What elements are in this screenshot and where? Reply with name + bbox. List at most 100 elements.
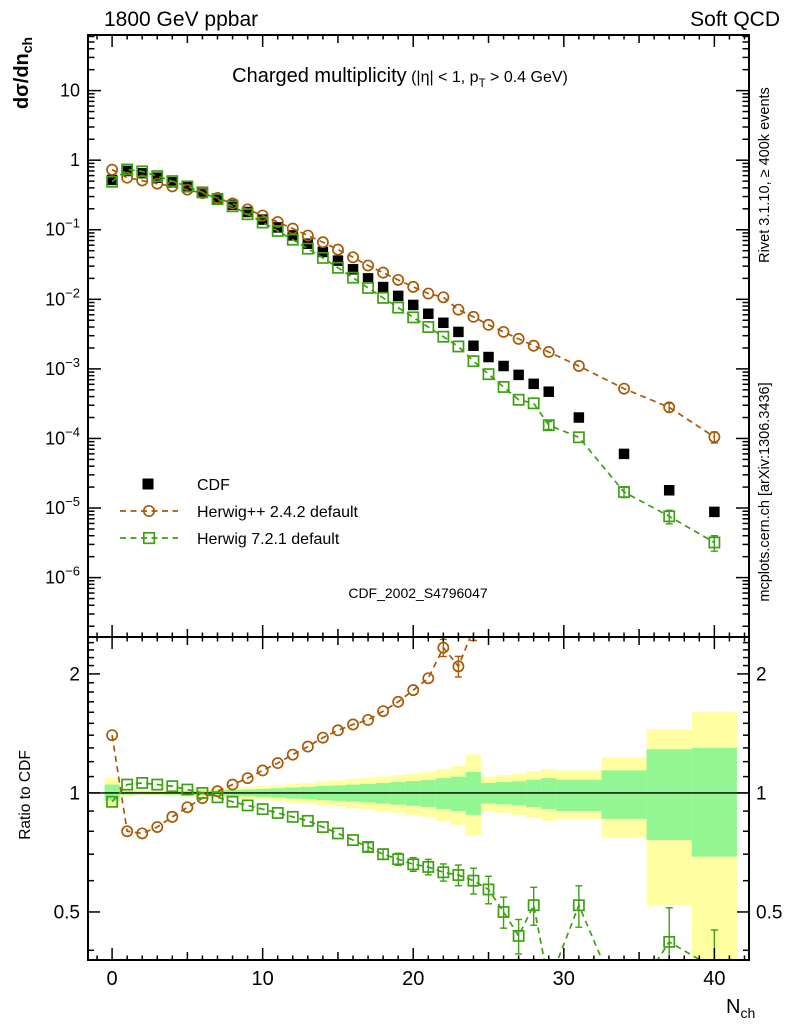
ratio-tick-label-right: 2: [756, 664, 767, 685]
data-point: [362, 281, 375, 294]
header-right: Soft QCD: [690, 8, 780, 31]
data-point: [452, 340, 465, 353]
data-point: [271, 216, 284, 229]
data-point: [513, 369, 524, 381]
data-point: [196, 186, 209, 199]
data-point: [347, 271, 359, 284]
data-point: [708, 536, 721, 549]
data-point: [347, 718, 359, 731]
y-tick-label: 1: [70, 150, 80, 170]
data-point: [512, 929, 525, 942]
data-point: [286, 222, 299, 235]
data-point: [271, 757, 284, 770]
data-point: [663, 510, 676, 523]
data-point: [136, 827, 149, 840]
data-point: [286, 233, 299, 246]
y-tick-label: 10−5: [45, 494, 80, 518]
ratio-uncertainty-bands: [88, 712, 749, 960]
data-point: [512, 332, 525, 345]
data-point: [467, 355, 480, 368]
data-point: [497, 906, 510, 918]
data-point: [167, 177, 178, 188]
data-point: [316, 251, 329, 264]
data-point: [392, 273, 405, 286]
data-point: [392, 695, 405, 708]
data-point: [286, 810, 299, 823]
data-point: [136, 174, 149, 187]
data-point: [708, 431, 721, 443]
data-point: [362, 273, 374, 284]
main-y-axis-title: dσ/dnch: [11, 37, 35, 109]
data-point: [331, 724, 344, 737]
cdf-square-icon: [142, 478, 154, 490]
data-point: [574, 495, 584, 505]
ratio-tick-label-right: 0.5: [756, 902, 782, 923]
data-point: [482, 883, 495, 896]
y-tick-label: 10: [60, 81, 80, 101]
data-point: [422, 672, 435, 685]
x-tick-label: 40: [703, 968, 725, 990]
data-point: [347, 834, 359, 847]
legend-item-herwig7: Herwig 7.2.1 default: [120, 531, 340, 548]
data-point: [286, 748, 299, 761]
ratio-panel-series: [106, 316, 719, 1016]
data-point: [121, 171, 134, 184]
data-point: [226, 200, 239, 213]
data-point: [331, 827, 344, 840]
data-point: [301, 814, 314, 827]
data-point: [377, 848, 390, 861]
data-point: [241, 799, 254, 812]
side-note-rivet: Rivet 3.1.10, ≥ 400k events: [757, 87, 773, 263]
data-point: [483, 351, 494, 363]
data-point: [377, 281, 389, 293]
data-point: [709, 363, 719, 373]
series-line: [111, 168, 715, 438]
watermark: CDF_2002_S4796047: [348, 585, 488, 601]
data-point: [422, 860, 435, 873]
data-point: [407, 684, 420, 697]
data-point: [542, 419, 555, 432]
data-point: [512, 393, 525, 406]
data-point: [514, 583, 524, 593]
data-point: [663, 935, 676, 948]
data-point: [317, 246, 329, 258]
y-tick-label: 10−1: [45, 216, 80, 240]
data-point: [106, 795, 119, 808]
data-point: [377, 266, 390, 279]
y-tick-label: 10−6: [45, 564, 80, 588]
data-point: [407, 299, 419, 311]
data-point: [497, 325, 510, 338]
data-point: [407, 280, 420, 293]
herwigpp-circle-icon: [142, 504, 156, 518]
ratio-tick-label-right: 1: [756, 783, 767, 804]
data-point: [407, 858, 420, 871]
data-point: [271, 807, 284, 819]
data-point: [663, 485, 675, 496]
data-point: [438, 317, 449, 329]
data-point: [619, 1006, 629, 1016]
data-point: [226, 795, 239, 808]
data-point: [121, 778, 134, 791]
series-line: [111, 168, 715, 544]
data-point: [422, 287, 435, 300]
data-point: [136, 165, 149, 178]
header-left: 1800 GeV ppbar: [104, 8, 258, 31]
data-point: [468, 624, 478, 634]
y-tick-label: 10−2: [45, 285, 80, 309]
data-point: [151, 778, 164, 791]
data-point: [664, 316, 674, 326]
data-point: [256, 803, 269, 816]
y-tick-label: 10−4: [45, 424, 80, 448]
plot-title: Charged multiplicity (|η| < 1, pT > 0.4 …: [232, 65, 568, 90]
data-point: [467, 310, 480, 323]
data-point: [181, 180, 194, 193]
data-point: [136, 776, 149, 789]
data-point: [468, 340, 479, 352]
x-tick-label: 0: [107, 968, 118, 990]
data-point: [709, 506, 720, 518]
x-axis-title: Nch: [726, 996, 755, 1021]
data-point: [121, 165, 133, 177]
data-point: [362, 713, 375, 726]
